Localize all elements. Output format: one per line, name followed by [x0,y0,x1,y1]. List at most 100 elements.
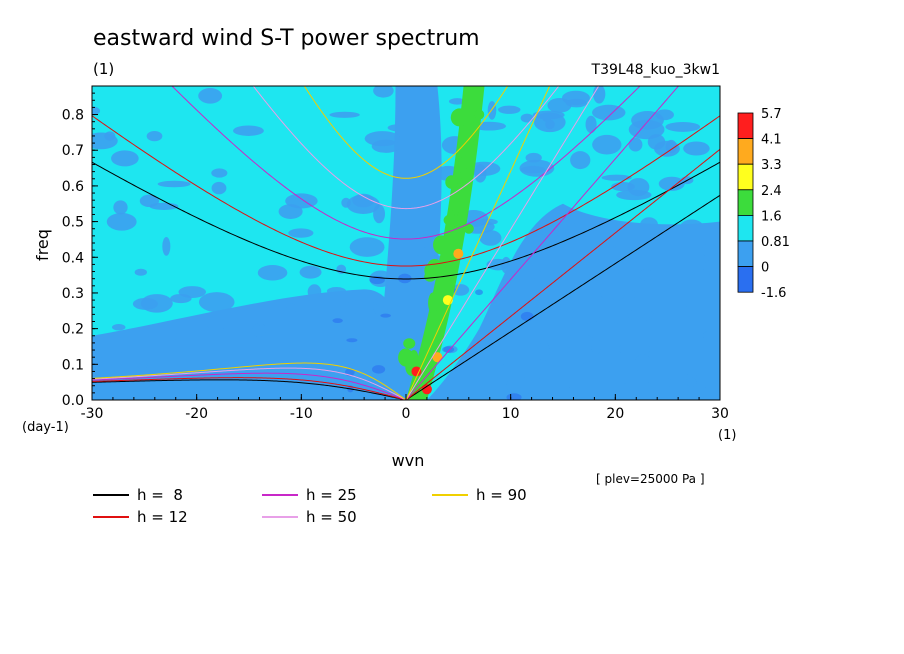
power-patch [506,375,535,396]
legend-label: h = 90 [476,486,527,504]
power-patch [681,305,718,313]
power-patch [616,189,652,201]
power-patch [146,131,163,142]
power-patch [623,380,653,392]
legend-label: h = 12 [137,508,188,526]
power-patch [487,101,497,120]
power-patch [519,268,545,288]
x-axis: -30 -20 -10 0 10 20 30 [81,394,729,422]
plev-annotation: [ plev=25000 Pa ] [596,472,705,486]
kelvin-patch [458,156,467,174]
power-patch-low [332,318,343,324]
kelvin-patch [451,193,461,215]
colorbar-label: 0 [761,261,769,276]
power-patch [627,308,655,322]
power-patch [585,115,597,134]
power-patch [525,152,542,163]
kelvin-curve [405,86,551,400]
power-patch [178,286,206,298]
power-patch-low [475,289,483,296]
power-patch [364,131,401,147]
power-patch [665,121,701,132]
y-tick-label: 0.1 [62,357,84,373]
power-patch [134,268,147,276]
high-power-point [463,223,474,234]
power-patch [373,86,394,98]
y-tick-label: 0.6 [62,179,84,195]
chart-subtitle-right: T39L48_kuo_3kw1 [591,62,720,78]
power-patch [702,258,720,276]
power-patch [211,181,227,195]
kelvin-curve [405,148,720,400]
power-patch [206,317,227,331]
power-patch [406,274,429,285]
power-patch-low [520,311,534,321]
power-patch [205,383,228,398]
power-patch [520,165,546,174]
power-patch [288,228,314,238]
power-patch [307,365,326,385]
power-patch [286,303,297,315]
power-patch [346,194,380,215]
power-patch [645,248,678,264]
power-patch [600,287,637,302]
kelvin-patch [433,235,449,255]
power-patch [653,377,672,389]
power-patch [498,105,521,114]
y-axis-unit: (day-1) [22,420,69,435]
power-patch [329,111,360,118]
power-patch [547,98,572,113]
power-patch [500,363,514,373]
power-patch [580,360,615,374]
power-patch [628,137,643,152]
colorbar-label: 3.3 [761,158,782,173]
y-axis-label: freq [33,229,52,261]
power-patch [162,236,171,256]
power-patch [593,86,606,104]
power-patch [137,362,148,370]
power-patch [658,176,685,191]
x-tick-label: -20 [185,406,208,422]
high-power-point [453,248,464,259]
power-patch [701,243,718,257]
legend-label: h = 50 [306,508,357,526]
power-patch [636,316,656,336]
inertia-gravity-curve [252,86,560,210]
rossby-curve [92,362,407,400]
power-patch [92,132,118,150]
power-patch [158,331,179,341]
legend-label: h = 25 [306,486,357,504]
high-power-point [463,138,474,149]
power-patch-low [371,365,386,374]
plot-area [91,85,721,401]
kelvin-curve [405,194,720,400]
x-axis-unit: (1) [718,428,736,443]
power-patch [555,385,572,399]
power-patch [512,305,541,316]
power-patch [589,244,620,263]
power-patch [471,340,506,361]
power-patch [564,333,596,350]
power-patch [585,321,620,329]
rossby-curve [92,372,407,400]
power-patch [520,113,534,123]
power-patch [98,337,128,355]
kelvin-patch [403,338,416,349]
inertia-gravity-curve [171,86,641,240]
power-patch [257,265,288,281]
x-axis-label: wvn [392,451,425,470]
power-patch [198,88,223,104]
colorbar-label: -1.6 [761,286,786,301]
power-patch [166,374,175,393]
power-patch [113,200,128,215]
power-patch [307,284,322,300]
rossby-curve [92,379,407,400]
power-patch [668,270,696,281]
colorbar-segment [737,240,754,268]
power-patch [592,104,626,121]
power-patch [570,151,591,170]
power-patch [555,351,573,368]
power-patch-low [380,313,391,318]
power-patch [111,324,126,331]
y-tick-label: 0.3 [62,286,84,302]
